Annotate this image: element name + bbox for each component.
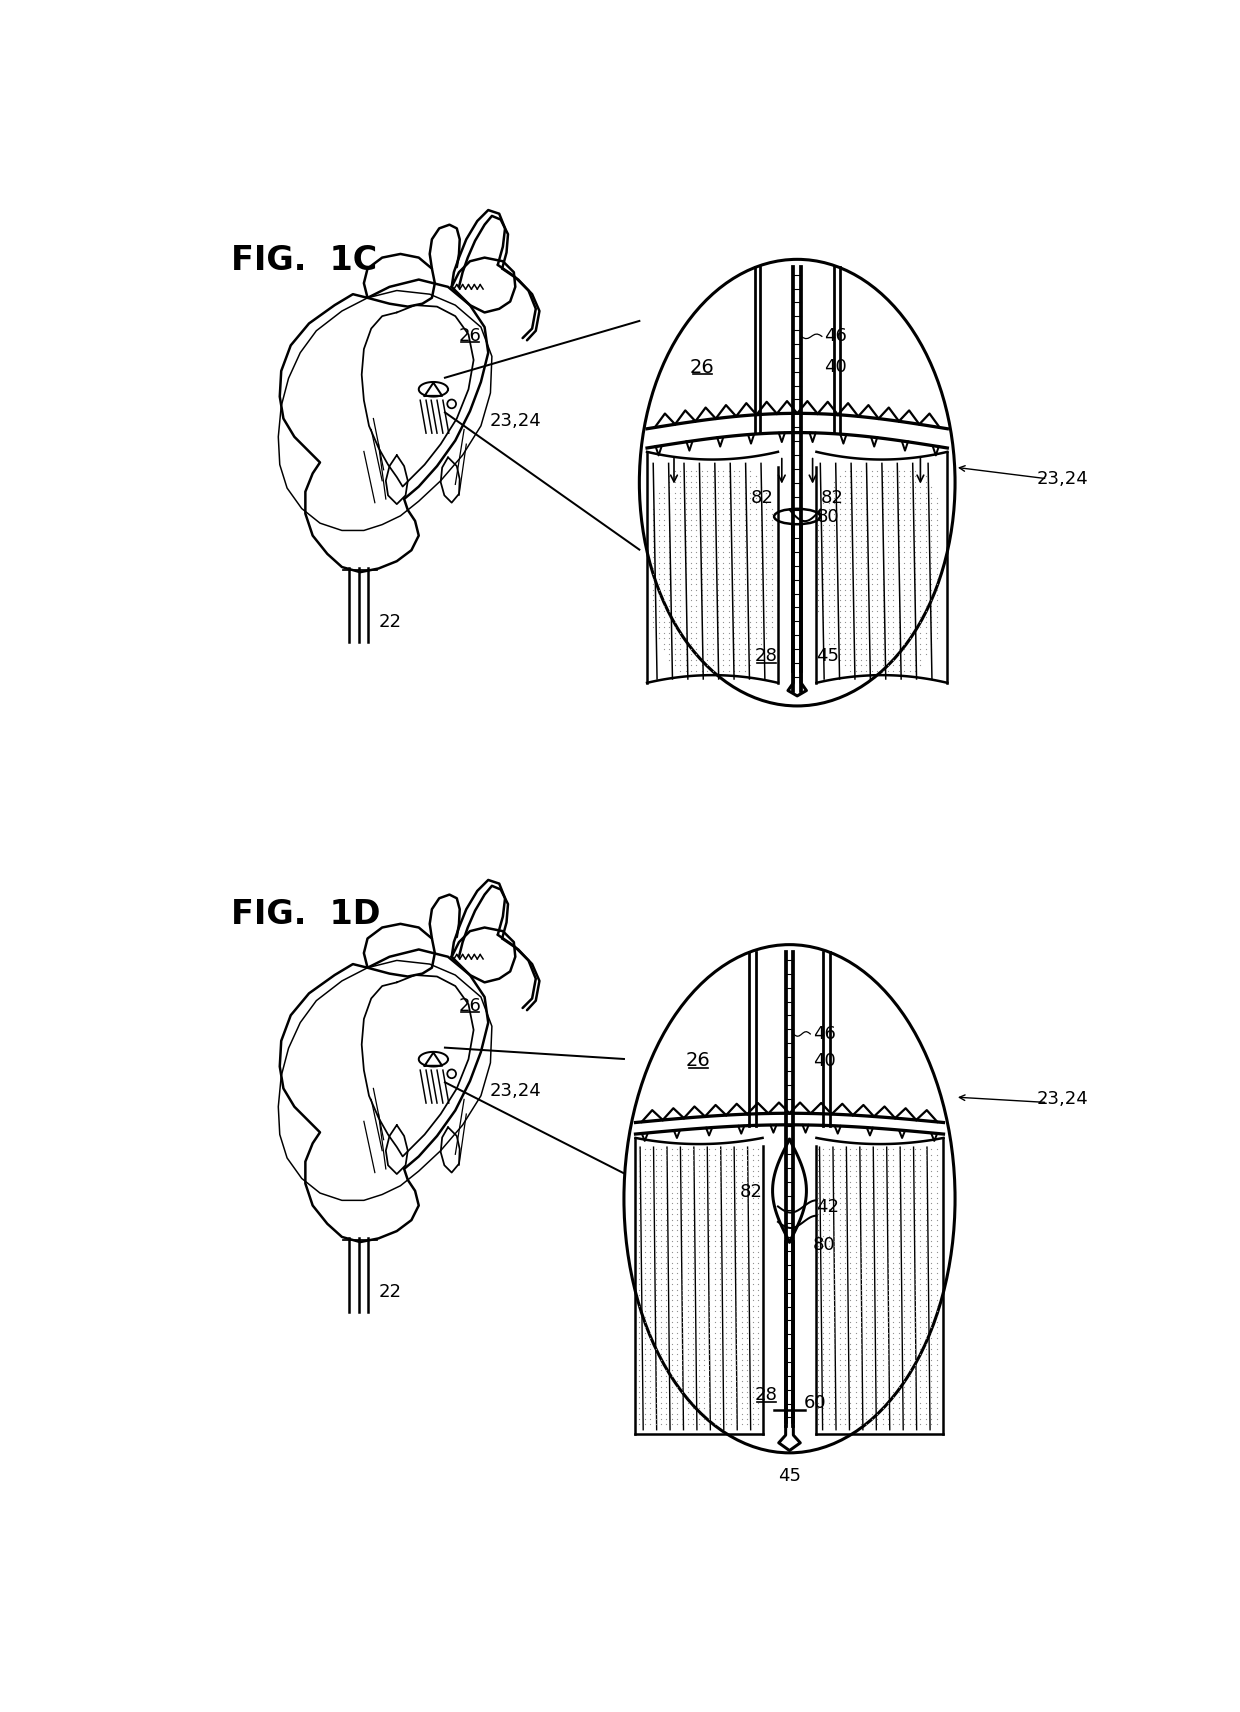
Text: 23,24: 23,24 <box>1037 1089 1089 1108</box>
Text: 45: 45 <box>777 1467 801 1484</box>
Text: 45: 45 <box>816 647 839 664</box>
Text: 23,24: 23,24 <box>1037 469 1089 488</box>
Text: 40: 40 <box>812 1051 836 1070</box>
Ellipse shape <box>774 508 821 524</box>
Text: 23,24: 23,24 <box>490 413 541 430</box>
Text: 26: 26 <box>686 1051 711 1070</box>
Text: 26: 26 <box>691 358 715 377</box>
Text: 82: 82 <box>751 490 774 507</box>
Text: 23,24: 23,24 <box>490 1082 541 1099</box>
Text: 42: 42 <box>816 1198 839 1216</box>
Text: 46: 46 <box>825 327 847 346</box>
Text: 26: 26 <box>459 996 481 1015</box>
Text: 28: 28 <box>755 1387 777 1404</box>
Text: 40: 40 <box>825 358 847 377</box>
Text: 22: 22 <box>378 613 402 632</box>
Text: 46: 46 <box>812 1025 836 1043</box>
Text: FIG.  1D: FIG. 1D <box>231 899 381 931</box>
Text: 82: 82 <box>740 1183 763 1200</box>
Text: FIG.  1C: FIG. 1C <box>231 243 377 277</box>
Text: 80: 80 <box>812 1236 836 1253</box>
Text: 80: 80 <box>816 508 839 526</box>
Text: 60: 60 <box>804 1394 826 1412</box>
Text: 26: 26 <box>459 327 481 346</box>
Text: 22: 22 <box>378 1282 402 1301</box>
Text: 28: 28 <box>755 647 777 664</box>
Text: 82: 82 <box>821 490 843 507</box>
